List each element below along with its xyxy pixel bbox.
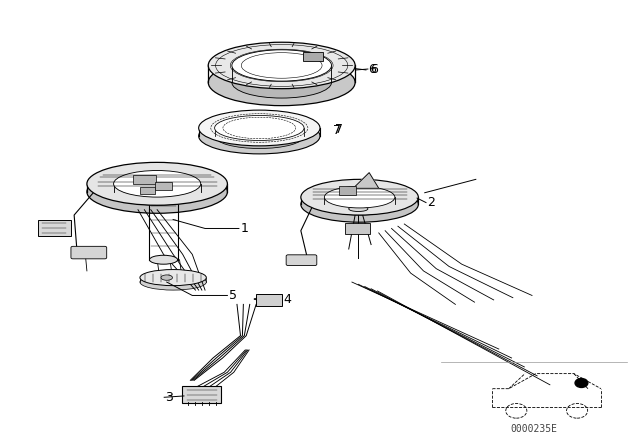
Ellipse shape (198, 118, 320, 154)
Text: 2: 2 (428, 196, 435, 209)
Ellipse shape (140, 270, 206, 286)
FancyBboxPatch shape (286, 255, 317, 266)
Ellipse shape (324, 186, 395, 208)
Ellipse shape (198, 110, 320, 146)
Ellipse shape (87, 162, 227, 205)
Ellipse shape (301, 179, 419, 215)
FancyBboxPatch shape (345, 223, 371, 234)
Text: 1: 1 (240, 222, 248, 235)
Text: 6: 6 (370, 63, 378, 76)
Ellipse shape (150, 255, 177, 264)
Ellipse shape (87, 170, 227, 213)
Ellipse shape (114, 171, 201, 197)
FancyBboxPatch shape (182, 386, 221, 403)
Text: 3: 3 (166, 391, 173, 404)
Polygon shape (353, 172, 379, 188)
Ellipse shape (232, 67, 332, 98)
Ellipse shape (214, 116, 304, 141)
FancyBboxPatch shape (38, 220, 71, 236)
FancyBboxPatch shape (140, 187, 156, 194)
Text: 7: 7 (335, 123, 342, 136)
Circle shape (575, 379, 588, 388)
Text: 6: 6 (368, 64, 376, 77)
Ellipse shape (232, 50, 332, 81)
Ellipse shape (114, 179, 201, 205)
Text: 0000235E: 0000235E (511, 424, 557, 435)
FancyBboxPatch shape (155, 182, 172, 190)
Ellipse shape (349, 206, 368, 211)
Ellipse shape (208, 59, 355, 106)
Ellipse shape (214, 124, 304, 149)
Ellipse shape (324, 194, 395, 215)
Ellipse shape (301, 186, 419, 222)
Text: 4: 4 (283, 293, 291, 306)
Ellipse shape (140, 274, 206, 290)
Text: 7: 7 (333, 124, 340, 137)
Ellipse shape (161, 275, 173, 280)
FancyBboxPatch shape (256, 294, 282, 306)
FancyBboxPatch shape (71, 246, 107, 259)
FancyBboxPatch shape (303, 52, 323, 60)
FancyBboxPatch shape (339, 186, 356, 195)
Ellipse shape (208, 42, 355, 89)
FancyBboxPatch shape (132, 175, 156, 184)
Text: 5: 5 (228, 289, 237, 302)
